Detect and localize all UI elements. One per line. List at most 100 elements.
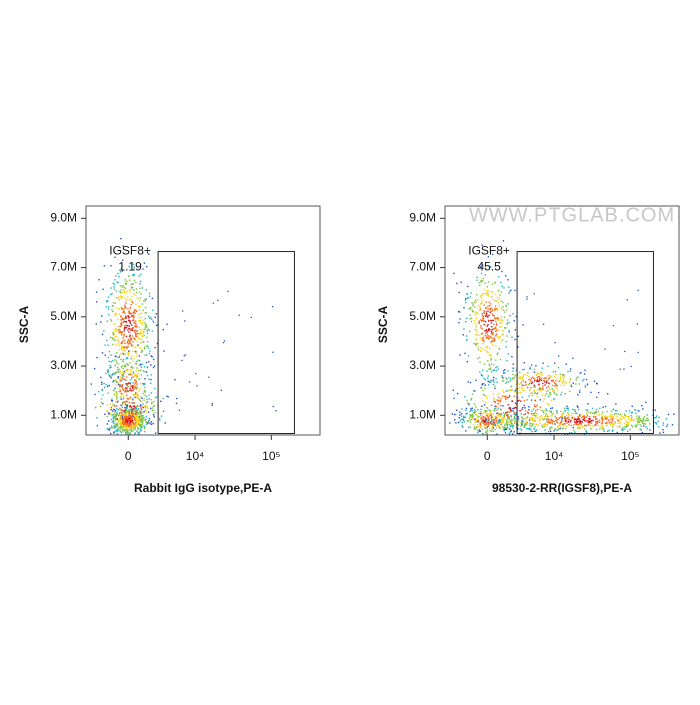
event-dot xyxy=(126,403,129,406)
gate xyxy=(516,251,654,435)
event-dot xyxy=(111,398,113,400)
event-dot xyxy=(134,333,137,335)
event-dot xyxy=(585,430,587,433)
event-dot xyxy=(184,320,186,322)
event-dot xyxy=(502,405,504,407)
event-dot xyxy=(631,411,634,413)
event-dot xyxy=(602,429,605,431)
event-dot xyxy=(488,423,490,425)
event-dot xyxy=(141,329,143,331)
event-dot xyxy=(481,328,483,330)
event-dot xyxy=(583,418,585,420)
event-dot xyxy=(148,295,151,297)
event-dot xyxy=(509,411,511,413)
event-dot xyxy=(619,417,621,420)
event-dot xyxy=(125,316,127,318)
event-dot xyxy=(533,386,535,388)
event-dot xyxy=(484,379,486,381)
event-dot xyxy=(118,415,121,417)
event-dot xyxy=(122,311,124,314)
event-dot xyxy=(146,374,149,377)
event-dot xyxy=(140,404,142,406)
event-dot xyxy=(466,317,468,320)
event-dot xyxy=(559,379,561,382)
event-dot xyxy=(598,419,601,421)
event-dot xyxy=(145,361,148,364)
event-dot xyxy=(633,418,635,420)
event-dot xyxy=(549,392,551,394)
event-dot xyxy=(117,340,119,342)
event-dot xyxy=(107,308,110,310)
event-dot xyxy=(600,426,603,428)
event-dot xyxy=(601,423,603,425)
event-dot xyxy=(486,433,488,435)
event-dot xyxy=(124,425,127,428)
event-dot xyxy=(586,415,588,417)
event-dot xyxy=(473,403,475,405)
event-dot xyxy=(139,313,142,315)
event-dot xyxy=(546,418,549,421)
event-dot xyxy=(544,377,547,379)
event-dot xyxy=(496,308,499,310)
event-dot xyxy=(485,402,487,404)
event-dot xyxy=(147,422,149,425)
event-dot xyxy=(108,412,110,414)
event-dot xyxy=(622,427,624,429)
event-dot xyxy=(551,414,553,416)
event-dot xyxy=(481,300,483,302)
event-dot xyxy=(133,316,135,318)
event-dot xyxy=(619,413,621,415)
event-dot xyxy=(127,398,130,401)
event-dot xyxy=(130,430,133,432)
event-dot xyxy=(461,421,463,424)
event-dot xyxy=(107,370,109,372)
event-dot xyxy=(512,410,514,412)
event-dot xyxy=(470,320,473,323)
event-dot xyxy=(138,422,141,424)
event-dot xyxy=(514,390,516,392)
event-dot xyxy=(120,404,122,406)
event-dot xyxy=(119,290,121,293)
event-dot xyxy=(522,369,524,371)
event-dot xyxy=(471,309,473,311)
event-dot xyxy=(536,408,539,411)
event-dot xyxy=(122,389,125,392)
event-dot xyxy=(601,415,603,418)
event-dot xyxy=(484,330,486,332)
event-dot xyxy=(140,417,143,420)
event-dot xyxy=(624,414,626,417)
event-dot xyxy=(129,369,132,371)
event-dot xyxy=(492,427,494,429)
event-dot xyxy=(497,416,499,418)
event-dot xyxy=(131,287,133,289)
event-dot xyxy=(469,314,471,316)
event-dot xyxy=(105,306,107,308)
event-dot xyxy=(143,390,146,392)
event-dot xyxy=(549,388,551,390)
event-dot xyxy=(494,326,497,329)
event-dot xyxy=(483,420,485,422)
event-dot xyxy=(491,331,493,333)
event-dot xyxy=(505,377,507,379)
event-dot xyxy=(135,310,137,312)
event-dot xyxy=(538,376,541,378)
event-dot xyxy=(123,429,125,431)
event-dot xyxy=(500,322,503,324)
event-dot xyxy=(139,332,141,334)
event-dot xyxy=(564,417,567,419)
event-dot xyxy=(119,354,121,356)
event-dot xyxy=(612,325,615,327)
event-dot xyxy=(567,421,570,423)
event-dot xyxy=(118,313,121,315)
event-dot xyxy=(116,405,118,407)
event-dot xyxy=(599,421,601,424)
event-dot xyxy=(496,329,498,331)
event-dot xyxy=(138,355,141,357)
event-dot xyxy=(139,322,142,324)
event-dot xyxy=(128,350,131,352)
event-dot xyxy=(487,281,490,283)
event-dot xyxy=(552,389,554,392)
event-dot xyxy=(550,407,552,410)
event-dot xyxy=(182,310,184,312)
event-dot xyxy=(556,394,558,396)
